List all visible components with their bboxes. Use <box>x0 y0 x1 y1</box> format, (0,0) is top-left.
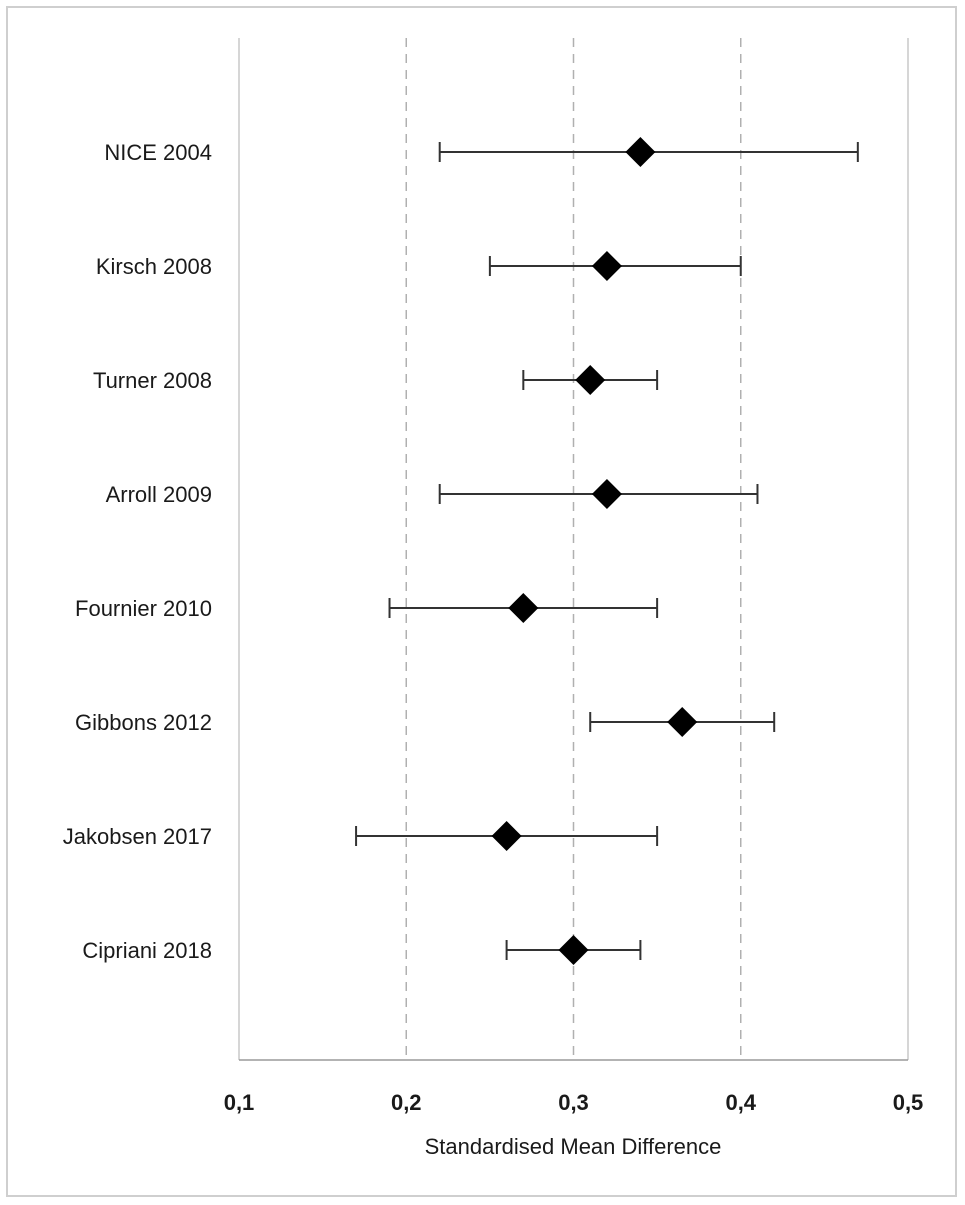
estimate-diamond <box>591 479 622 509</box>
study-label: Kirsch 2008 <box>96 254 212 279</box>
study-label: Cipriani 2018 <box>82 938 212 963</box>
estimate-diamond <box>558 935 589 965</box>
study-label: NICE 2004 <box>104 140 212 165</box>
x-axis-title: Standardised Mean Difference <box>425 1134 722 1159</box>
x-tick-label: 0,4 <box>725 1090 756 1115</box>
study-labels: NICE 2004 Kirsch 2008 Turner 2008 Arroll 20… <box>63 140 212 963</box>
x-tick-label: 0,5 <box>893 1090 924 1115</box>
x-tick-label: 0,1 <box>224 1090 255 1115</box>
estimate-diamond <box>591 251 622 281</box>
x-tick-labels: 0,1 0,2 0,3 0,4 0,5 <box>224 1090 924 1115</box>
estimate-diamond <box>625 137 656 167</box>
study-label: Arroll 2009 <box>106 482 212 507</box>
study-label: Gibbons 2012 <box>75 710 212 735</box>
estimate-diamond <box>575 365 606 395</box>
estimate-diamond <box>491 821 522 851</box>
chart-frame <box>6 6 957 1197</box>
estimate-diamond <box>667 707 698 737</box>
estimate-diamond <box>508 593 539 623</box>
axes <box>238 38 909 1061</box>
gridlines <box>405 38 742 1060</box>
x-tick-label: 0,2 <box>391 1090 422 1115</box>
study-label: Jakobsen 2017 <box>63 824 212 849</box>
study-label: Turner 2008 <box>93 368 212 393</box>
study-label: Fournier 2010 <box>75 596 212 621</box>
x-tick-label: 0,3 <box>558 1090 589 1115</box>
study-estimates <box>355 137 859 965</box>
